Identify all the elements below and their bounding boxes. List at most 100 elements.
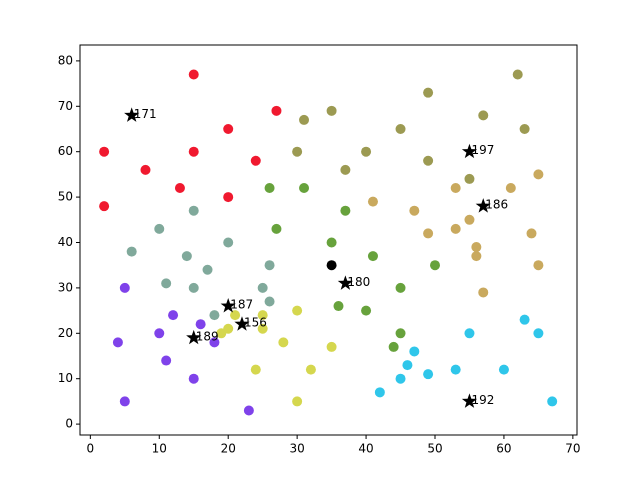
x-tick-label: 70 [565, 442, 580, 456]
point [188, 146, 199, 157]
point [216, 328, 227, 339]
point [223, 192, 234, 203]
point [395, 282, 406, 293]
point [395, 373, 406, 384]
x-tick-label: 20 [221, 442, 236, 456]
point-label: 156 [244, 316, 267, 330]
point [264, 183, 275, 194]
y-tick-label: 70 [58, 99, 73, 113]
point [450, 364, 461, 375]
point [243, 405, 254, 416]
star-marker [475, 198, 491, 213]
point [423, 369, 434, 380]
point [230, 310, 241, 321]
point [340, 205, 351, 216]
point [140, 164, 151, 175]
point [388, 341, 399, 352]
star-marker [461, 143, 478, 159]
point [519, 123, 530, 134]
point [223, 237, 234, 248]
point [99, 201, 110, 212]
point [361, 305, 372, 316]
point [478, 287, 489, 298]
point [305, 364, 316, 375]
point-label: 187 [230, 298, 253, 312]
point [168, 310, 179, 321]
point [257, 282, 268, 293]
point [430, 260, 440, 271]
point [154, 328, 165, 339]
point [188, 282, 199, 293]
point-label: 171 [134, 107, 157, 121]
point [533, 169, 544, 180]
point [188, 69, 199, 80]
y-tick-label: 0 [65, 417, 73, 431]
x-tick-label: 0 [87, 442, 95, 456]
point [450, 223, 461, 234]
point [340, 164, 351, 175]
point [361, 146, 372, 157]
y-tick-label: 30 [58, 280, 73, 294]
point [292, 396, 303, 407]
point [188, 205, 199, 216]
star-marker [234, 316, 250, 331]
point [471, 242, 482, 253]
point-label: 186 [485, 198, 508, 212]
point [464, 328, 475, 339]
point [326, 237, 337, 248]
point [292, 146, 303, 157]
point [154, 223, 165, 234]
point [181, 251, 192, 262]
y-tick-label: 60 [58, 144, 73, 158]
x-tick-label: 40 [358, 442, 373, 456]
y-tick-label: 40 [58, 235, 73, 249]
star-marker [337, 275, 353, 290]
point [257, 310, 268, 321]
y-tick-label: 20 [58, 326, 73, 340]
point [512, 69, 523, 80]
point [367, 196, 378, 207]
y-tick-label: 50 [58, 190, 73, 204]
point [450, 183, 461, 194]
star-marker [186, 329, 202, 345]
y-tick-label: 80 [58, 53, 73, 67]
point [299, 114, 310, 125]
point [326, 260, 337, 271]
point-label: 197 [471, 143, 494, 157]
point [533, 260, 544, 271]
point [498, 364, 509, 375]
point [223, 123, 234, 134]
point [395, 328, 406, 339]
point [519, 314, 530, 325]
star-marker [124, 107, 140, 122]
star-marker [461, 393, 478, 408]
point [292, 305, 303, 316]
point [423, 228, 434, 239]
x-tick-label: 30 [289, 442, 304, 456]
point [505, 183, 516, 194]
point [119, 396, 130, 407]
point [119, 282, 130, 293]
point [264, 296, 275, 307]
point [174, 183, 185, 194]
point [471, 251, 482, 262]
point [202, 264, 213, 275]
point [112, 337, 123, 348]
point [250, 364, 261, 375]
point [367, 251, 378, 262]
point [409, 205, 420, 216]
point [423, 87, 434, 98]
point [161, 278, 172, 289]
point [326, 105, 337, 116]
point [161, 355, 172, 366]
point [250, 155, 261, 166]
point [278, 337, 289, 348]
x-tick-label: 10 [152, 442, 167, 456]
point [271, 105, 282, 116]
point [533, 328, 544, 339]
point [395, 123, 406, 134]
point [99, 146, 110, 157]
point [464, 214, 475, 225]
point [402, 360, 413, 371]
